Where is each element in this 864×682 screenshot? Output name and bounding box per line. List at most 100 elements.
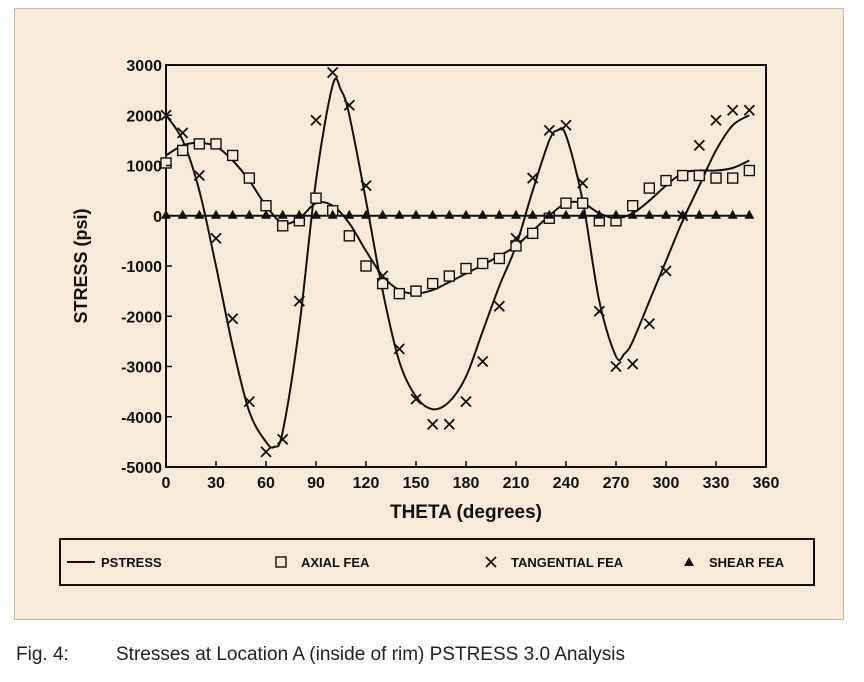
y-tick-label: -2000 bbox=[121, 309, 162, 326]
shear-fea-point bbox=[511, 209, 521, 219]
legend-triangle-swatch bbox=[684, 557, 694, 566]
legend-item: SHEAR FEA bbox=[684, 555, 785, 570]
x-marker-stroke bbox=[427, 418, 439, 430]
axial-fea-point bbox=[210, 138, 222, 150]
tangential-fea-point bbox=[227, 313, 239, 325]
tangential-fea-point bbox=[710, 114, 722, 126]
x-marker-stroke bbox=[510, 232, 522, 244]
axial-fea-point bbox=[660, 174, 672, 187]
tangential-fea-point bbox=[427, 418, 439, 430]
shear-fea-point bbox=[594, 209, 605, 219]
tangential-fea-point bbox=[377, 270, 389, 282]
shear-fea-point bbox=[661, 209, 671, 219]
tangential-fea-point bbox=[727, 104, 739, 116]
tangential-fea-point bbox=[627, 358, 639, 370]
tangential-fea-point bbox=[327, 66, 339, 79]
tangential-fea-point bbox=[443, 418, 455, 430]
series-layer bbox=[160, 66, 756, 458]
y-tick-label: 2000 bbox=[126, 108, 162, 125]
tangential-fea-point bbox=[493, 300, 505, 312]
shear-fea-point bbox=[544, 209, 555, 219]
axial-fea-point bbox=[676, 169, 689, 182]
axial-fea-point bbox=[560, 197, 572, 209]
shear-fea-point bbox=[194, 209, 205, 219]
shear-fea-point bbox=[644, 209, 655, 219]
tangential-fea-point bbox=[260, 446, 272, 458]
shear-fea-point bbox=[694, 209, 705, 219]
shear-fea-point bbox=[294, 209, 305, 219]
y-tick-label: -4000 bbox=[121, 410, 162, 427]
tangential-fea-point bbox=[410, 393, 422, 405]
x-tick-label: 180 bbox=[453, 475, 480, 492]
shear-fea-point bbox=[627, 209, 638, 219]
x-marker-stroke bbox=[643, 318, 655, 330]
x-tick-label: 210 bbox=[503, 475, 530, 492]
x-tick-label: 30 bbox=[207, 475, 225, 492]
tangential-fea-point bbox=[293, 295, 305, 307]
caption-number: Fig. 4: bbox=[16, 644, 69, 665]
x-marker-stroke bbox=[543, 124, 555, 136]
axial-fea-point bbox=[643, 182, 656, 194]
x-marker-stroke bbox=[610, 360, 622, 373]
shear-fea-point bbox=[177, 209, 188, 219]
y-axis-label: STRESS (psi) bbox=[71, 208, 91, 323]
x-axis-label: THETA (degrees) bbox=[390, 502, 542, 523]
x-tick-label: 360 bbox=[753, 475, 780, 492]
tick-layer: 0 30 60 90 120 150 180 210 240 270 300 330 360 3000 20… bbox=[121, 58, 779, 492]
axial-fea-point bbox=[260, 199, 272, 212]
axial-fea-point bbox=[376, 277, 389, 290]
tangential-fea-point bbox=[277, 433, 289, 445]
x-marker-stroke bbox=[693, 139, 705, 152]
x-marker-stroke bbox=[593, 305, 605, 317]
x-marker-stroke bbox=[410, 393, 422, 405]
shear-fea-point bbox=[211, 209, 221, 219]
legend-label: AXIAL FEA bbox=[301, 555, 370, 570]
tangential-fea-point bbox=[593, 305, 605, 317]
axial-fea-point bbox=[526, 227, 539, 240]
tangential-fea-point bbox=[643, 318, 655, 330]
axial-fea-point bbox=[343, 230, 356, 242]
axial-fea-point bbox=[310, 192, 322, 204]
y-tick-label: 3000 bbox=[126, 58, 162, 75]
shear-fea-point bbox=[677, 209, 688, 219]
tangential-fea-point bbox=[510, 232, 522, 244]
legend: PSTRESS AXIAL FEA TANGENTIAL FEA SHEAR FEA bbox=[67, 555, 785, 570]
x-marker-stroke bbox=[243, 396, 255, 408]
axial-fea-point bbox=[726, 172, 739, 184]
shear-fea-point bbox=[527, 209, 538, 219]
shear-fea-point bbox=[444, 209, 455, 219]
x-marker-stroke bbox=[393, 343, 405, 355]
axial-fea-point bbox=[160, 157, 172, 169]
tangential-fea-point bbox=[577, 177, 589, 189]
x-marker-stroke bbox=[210, 232, 222, 244]
shear-fea-point bbox=[377, 209, 388, 219]
shear-fea-point bbox=[327, 209, 338, 219]
axial-fea-point bbox=[576, 197, 589, 209]
axial-fea-point bbox=[193, 138, 206, 150]
shear-fea-point bbox=[311, 209, 321, 219]
shear-fea-point bbox=[361, 209, 371, 219]
tangential-fea-point bbox=[193, 169, 205, 182]
caption-text: Stresses at Location A (inside of rim) P… bbox=[116, 644, 626, 665]
figure-caption: Fig. 4: Stresses at Location A (inside o… bbox=[16, 644, 856, 674]
x-marker-stroke bbox=[193, 169, 205, 182]
y-tick-label: 0 bbox=[153, 209, 162, 226]
x-tick-label: 150 bbox=[403, 475, 430, 492]
axial-fea-point bbox=[426, 277, 439, 290]
shear-fea-point bbox=[727, 209, 738, 219]
tangential-fea-point bbox=[393, 343, 405, 355]
axial-fea-point bbox=[176, 144, 189, 157]
shear-fea-point bbox=[477, 209, 488, 219]
x-marker-stroke bbox=[477, 355, 489, 368]
legend-label: SHEAR FEA bbox=[709, 555, 785, 570]
tangential-fea-point bbox=[693, 139, 705, 152]
x-marker-stroke bbox=[485, 556, 497, 568]
tangential-fea-point bbox=[310, 114, 322, 126]
x-tick-label: 240 bbox=[553, 475, 580, 492]
x-tick-label: 300 bbox=[653, 475, 680, 492]
shear-fea-point bbox=[711, 209, 721, 219]
shear-fea-point bbox=[411, 209, 421, 219]
axial-fea-point bbox=[360, 260, 372, 272]
y-tick-label: -1000 bbox=[121, 259, 162, 276]
y-tick-label: -3000 bbox=[121, 360, 162, 377]
